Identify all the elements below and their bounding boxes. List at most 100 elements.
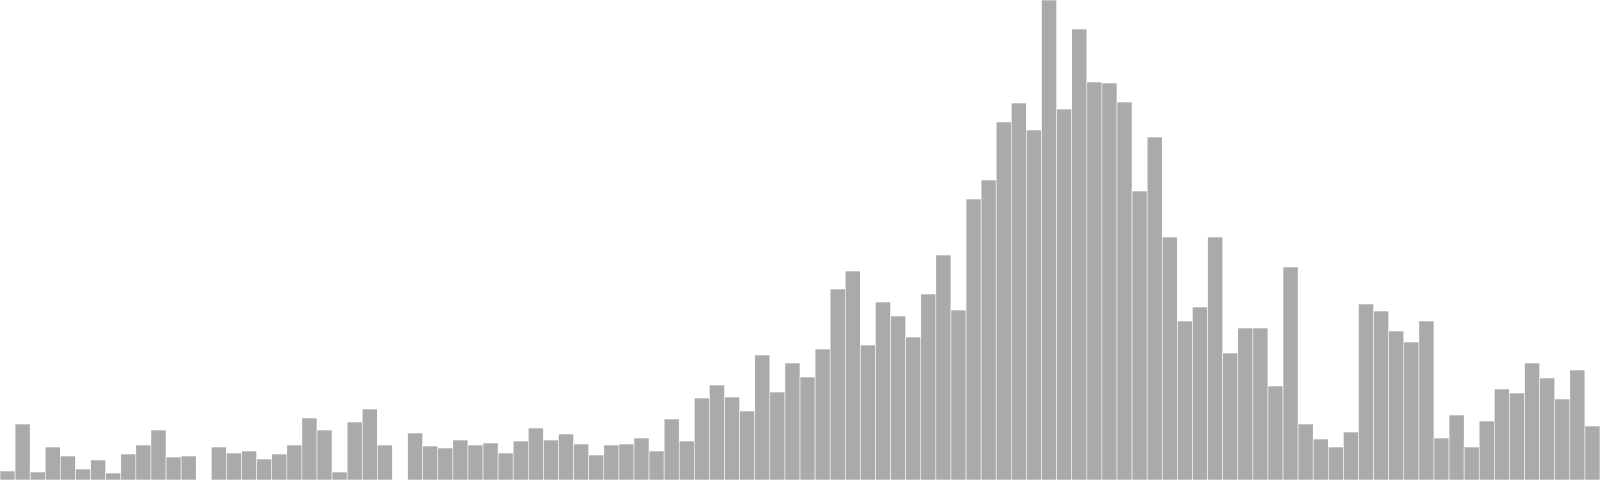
histogram-bar xyxy=(1282,266,1299,480)
histogram-bar xyxy=(814,348,831,480)
histogram-bar xyxy=(573,443,589,480)
histogram-bar xyxy=(905,336,922,480)
histogram-bar xyxy=(135,444,152,480)
histogram-bar xyxy=(1056,108,1072,480)
histogram-bar xyxy=(1177,320,1193,480)
histogram-bar xyxy=(1584,425,1600,480)
histogram-bar xyxy=(558,433,574,480)
histogram-bar xyxy=(648,450,665,480)
histogram-bar xyxy=(256,458,272,480)
histogram-bar xyxy=(543,439,559,480)
histogram-bar xyxy=(1192,306,1208,480)
histogram-bar xyxy=(1297,423,1314,480)
histogram-bar xyxy=(44,446,61,480)
histogram-bar xyxy=(482,442,499,480)
histogram-bar xyxy=(799,376,816,480)
histogram-bar xyxy=(1418,320,1435,480)
histogram-bar xyxy=(1116,101,1133,480)
histogram-bar xyxy=(0,470,16,480)
histogram-bar xyxy=(1403,341,1420,480)
histogram-bar xyxy=(165,456,182,480)
histogram-bar xyxy=(14,423,31,480)
histogram-bar xyxy=(1343,431,1359,480)
histogram-bar xyxy=(935,254,952,480)
histogram-bar xyxy=(1071,28,1088,480)
histogram-bar xyxy=(1267,385,1284,480)
histogram-bar xyxy=(769,391,786,480)
histogram-bar xyxy=(1161,236,1178,480)
histogram-bar xyxy=(1101,82,1118,480)
histogram-bar xyxy=(1207,236,1223,480)
histogram-bar xyxy=(633,437,650,480)
histogram-bar xyxy=(844,270,861,480)
histogram-bar xyxy=(890,315,906,480)
histogram-bar xyxy=(180,455,197,480)
histogram-bar xyxy=(920,293,937,480)
histogram-bar xyxy=(377,444,393,480)
histogram-bar xyxy=(995,121,1012,480)
histogram-bar xyxy=(709,384,725,480)
histogram-bar xyxy=(1554,398,1571,480)
histogram-bar xyxy=(271,453,288,480)
histogram-bar xyxy=(1448,414,1465,480)
histogram-bar xyxy=(1388,330,1405,480)
histogram-bar xyxy=(724,396,740,480)
histogram-bar xyxy=(1026,129,1042,480)
histogram-bar xyxy=(965,198,982,480)
histogram-bar xyxy=(1463,446,1480,480)
histogram-bar xyxy=(1011,102,1027,480)
histogram-bar xyxy=(497,452,514,480)
histogram-bar xyxy=(875,301,891,480)
histogram-bar xyxy=(1328,446,1344,480)
histogram-bar xyxy=(1237,327,1254,480)
histogram-bar xyxy=(980,179,997,480)
histogram-bar xyxy=(467,444,484,480)
histogram-bar xyxy=(1433,437,1450,480)
histogram-bar xyxy=(1524,362,1540,480)
histogram-bar xyxy=(527,427,544,480)
histogram-bar xyxy=(29,471,46,480)
histogram-bar xyxy=(361,408,378,480)
histogram-bar xyxy=(150,429,167,480)
histogram-bar xyxy=(1131,190,1148,480)
histogram-bar xyxy=(75,468,91,480)
histogram-bar xyxy=(512,440,529,480)
histogram-bar xyxy=(1041,0,1057,480)
histogram-bar xyxy=(226,452,242,480)
histogram-bar xyxy=(437,447,454,480)
histogram-bar xyxy=(663,418,680,480)
histogram-bar xyxy=(1494,388,1510,480)
histogram-bar xyxy=(1373,310,1389,480)
histogram-bar xyxy=(407,432,423,480)
histogram-bar xyxy=(120,453,137,480)
histogram-bar xyxy=(286,444,303,480)
histogram-bar xyxy=(618,443,635,480)
histogram-bar xyxy=(105,472,122,480)
histogram-bar xyxy=(1312,438,1329,480)
histogram-bar xyxy=(1222,352,1239,480)
histogram-bar xyxy=(211,446,227,480)
histogram-bar xyxy=(1539,377,1556,480)
histogram-bar xyxy=(739,410,756,480)
histogram-bar xyxy=(452,439,469,480)
histogram-bar xyxy=(90,459,106,480)
histogram-bar xyxy=(603,444,620,480)
histogram-bar xyxy=(331,471,348,480)
histogram-bar xyxy=(1146,136,1163,480)
histogram-bar xyxy=(1569,369,1586,480)
histogram-bar xyxy=(316,429,333,480)
histogram-bar xyxy=(1509,392,1525,480)
histogram-bar xyxy=(678,440,695,480)
histogram-bar xyxy=(1358,303,1374,480)
histogram-bar xyxy=(346,421,363,480)
histogram-bar xyxy=(1478,420,1495,480)
histogram-bar xyxy=(422,445,439,480)
histogram-bar xyxy=(60,455,76,480)
histogram-bar xyxy=(301,417,318,480)
histogram-bar xyxy=(950,309,967,480)
histogram-bar xyxy=(588,454,605,480)
histogram-bar xyxy=(829,288,846,480)
histogram-bar xyxy=(860,344,876,480)
